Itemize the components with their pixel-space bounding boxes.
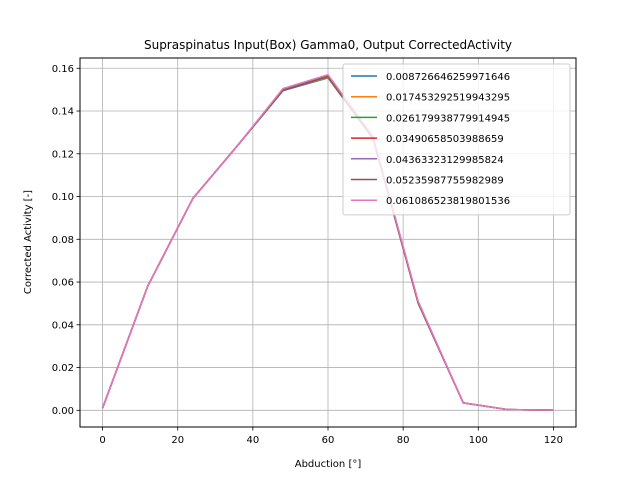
y-tick-label: 0.06 [52, 278, 74, 289]
legend-label-2: 0.026179938779914945 [386, 113, 510, 124]
legend-label-5: 0.05235987755982989 [386, 176, 504, 187]
y-tick-label: 0.14 [52, 107, 74, 118]
x-tick-label: 60 [322, 435, 335, 446]
x-tick-label: 0 [99, 435, 105, 446]
series-line-6 [101, 73, 554, 411]
legend-label-4: 0.04363323129985824 [386, 155, 504, 166]
y-tick-label: 0.02 [52, 363, 74, 374]
y-tick-label: 0.04 [52, 320, 74, 331]
legend-label-1: 0.017453292519943295 [386, 93, 510, 104]
x-tick-label: 100 [469, 435, 488, 446]
x-tick-label: 80 [397, 435, 410, 446]
x-tick-label: 20 [171, 435, 184, 446]
series-lines [101, 73, 554, 411]
y-tick-label: 0.10 [52, 192, 74, 203]
y-tick-label: 0.00 [52, 406, 74, 417]
y-axis-ticks: 0.00 0.02 0.04 0.06 0.08 0.10 0.12 0.14 0.16 [52, 64, 80, 417]
chart-title: Supraspinatus Input(Box) Gamma0, Output … [144, 38, 512, 52]
legend-label-6: 0.061086523819801536 [386, 196, 510, 207]
y-tick-label: 0.16 [52, 64, 74, 75]
y-tick-label: 0.08 [52, 235, 74, 246]
grid-lines [80, 58, 576, 427]
y-tick-label: 0.12 [52, 149, 74, 160]
x-tick-label: 120 [544, 435, 563, 446]
x-axis-label: Abduction [°] [295, 459, 362, 470]
legend-label-0: 0.008726646259971646 [386, 72, 510, 83]
x-axis-ticks: 0 20 40 60 80 100 120 [99, 427, 563, 446]
legend-label-3: 0.03490658503988659 [386, 134, 504, 145]
x-tick-label: 40 [246, 435, 259, 446]
legend: 0.008726646259971646 0.017453292519943295… [342, 63, 571, 216]
legend-box [342, 63, 571, 216]
y-axis-label: Corrected Activity [-] [23, 190, 34, 294]
